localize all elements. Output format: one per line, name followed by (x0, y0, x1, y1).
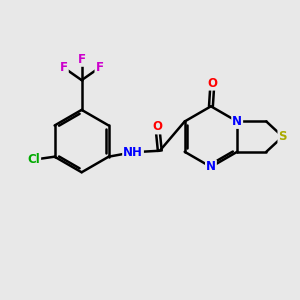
Text: NH: NH (123, 146, 143, 159)
Text: O: O (152, 121, 162, 134)
Text: F: F (60, 61, 68, 74)
Text: Cl: Cl (27, 153, 40, 166)
Text: S: S (278, 130, 287, 143)
Text: N: N (232, 115, 242, 128)
Text: N: N (206, 160, 216, 173)
Text: F: F (95, 61, 104, 74)
Text: F: F (78, 53, 86, 66)
Text: O: O (207, 76, 218, 90)
